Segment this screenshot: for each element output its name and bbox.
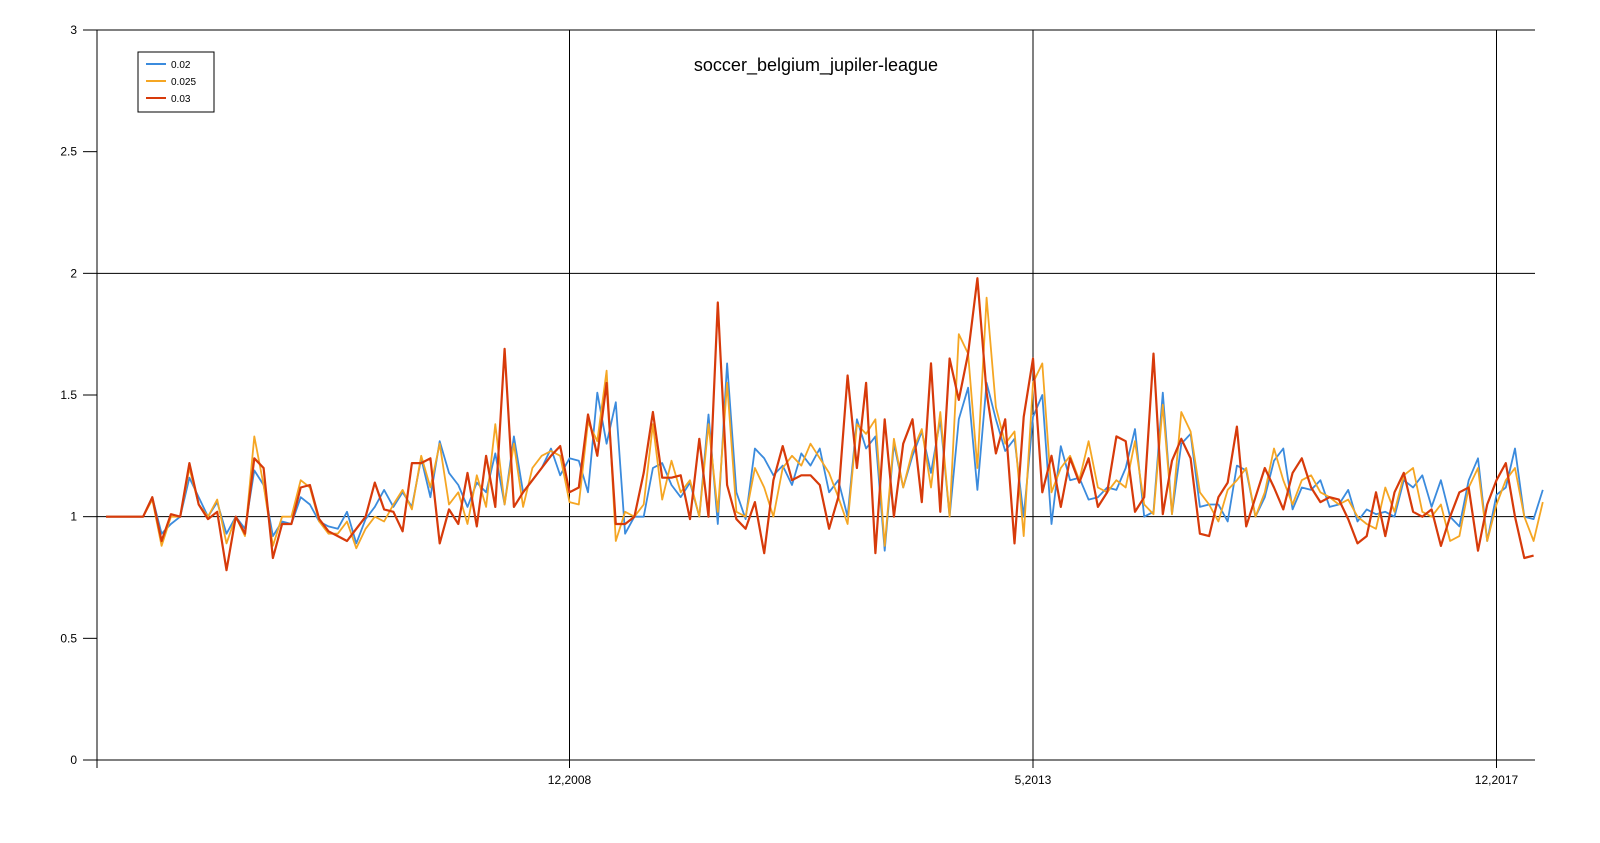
y-tick-label: 0 xyxy=(70,753,77,767)
x-tick-label: 12,2017 xyxy=(1475,773,1519,787)
series-line xyxy=(106,296,1544,550)
legend-label: 0.025 xyxy=(171,77,196,88)
series-group xyxy=(106,296,1544,550)
y-tick-label: 0.5 xyxy=(60,631,77,645)
x-tick-label: 5,2013 xyxy=(1015,773,1052,787)
legend: 0.02 0.025 0.03 xyxy=(137,51,215,113)
y-tick-label: 1.5 xyxy=(60,388,77,402)
y-tick-label: 2.5 xyxy=(60,145,77,159)
y-tick-label: 2 xyxy=(70,266,77,280)
grid-layer xyxy=(97,29,1535,768)
x-tick-label: 12,2008 xyxy=(548,773,592,787)
series-line xyxy=(106,362,1544,552)
legend-label: 0.02 xyxy=(171,60,191,71)
chart-title: soccer_belgium_jupiler-league xyxy=(694,55,938,76)
series-line xyxy=(106,277,1534,572)
y-tick-label: 1 xyxy=(70,510,77,524)
series-layer xyxy=(106,277,1544,572)
series-group xyxy=(106,277,1534,572)
axes-layer: 0 0.5 1 1.5 2 2.5 3 12,2008 5,2013 12,2017 xyxy=(60,23,1535,787)
series-group xyxy=(106,362,1544,552)
y-tick-label: 3 xyxy=(70,23,77,37)
legend-label: 0.03 xyxy=(171,94,191,105)
